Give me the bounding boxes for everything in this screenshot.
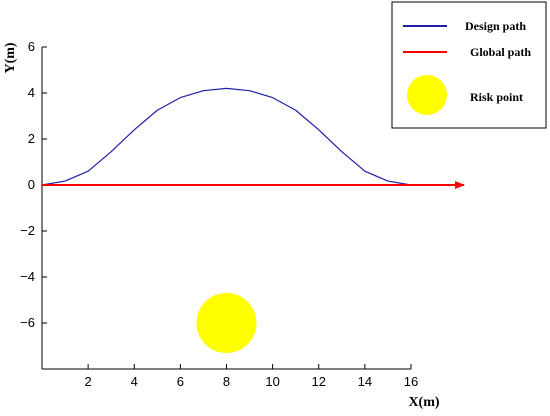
y-tick-label: 2 (28, 131, 35, 146)
y-tick-label: −4 (20, 269, 35, 284)
x-tick-label: 2 (85, 374, 92, 389)
legend-label-design-path: Design path (465, 19, 526, 33)
series-layer (41, 87, 466, 189)
x-tick-label: 12 (312, 374, 326, 389)
y-tick-label: −2 (20, 223, 35, 238)
marker-layer (196, 293, 257, 353)
y-tick-label: 6 (28, 39, 35, 54)
x-axis-label: X(m) (408, 395, 439, 410)
legend-label-global-path: Global path (470, 45, 531, 59)
y-tick-label: 4 (28, 85, 35, 100)
y-axis-label: Y(m) (3, 42, 18, 73)
risk-point-marker (196, 293, 257, 353)
legend: Design path Global path Risk point (391, 1, 547, 129)
x-tick-label: 16 (404, 374, 418, 389)
y-tick-label: 0 (28, 177, 35, 192)
series-design-path (41, 87, 412, 186)
x-tick-label: 8 (223, 374, 230, 389)
legend-label-risk-point: Risk point (470, 90, 523, 104)
y-tick-label: −6 (20, 315, 35, 330)
x-tick-label: 4 (131, 374, 138, 389)
x-tick-label: 14 (358, 374, 372, 389)
x-tick-label: 10 (265, 374, 279, 389)
x-tick-label: 6 (177, 374, 184, 389)
legend-swatch-risk-point (407, 75, 447, 115)
